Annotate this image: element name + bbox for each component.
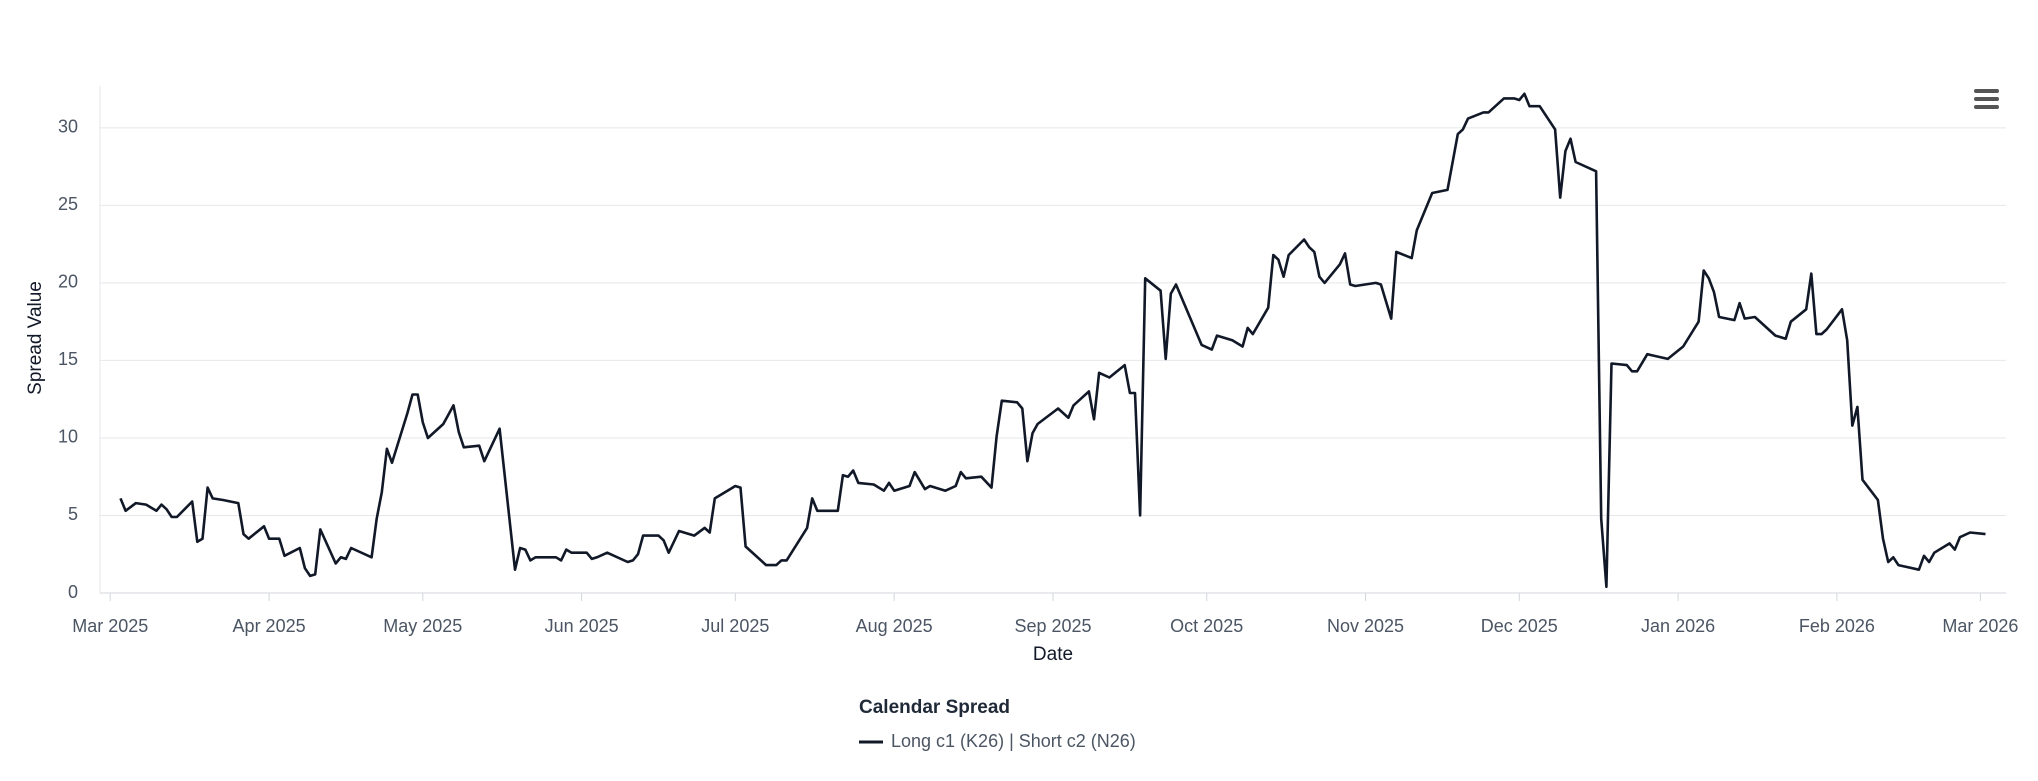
x-tick-label: Jul 2025 — [701, 616, 769, 636]
x-tick-label: Mar 2026 — [1942, 616, 2018, 636]
menu-bar — [1974, 97, 1999, 101]
y-tick-label: 20 — [58, 272, 78, 292]
menu-icon[interactable] — [1974, 89, 1999, 109]
y-axis-title: Spread Value — [25, 281, 46, 395]
x-tick-label: Dec 2025 — [1481, 616, 1558, 636]
x-tick-label: Jun 2025 — [545, 616, 619, 636]
x-tick-label: Jan 2026 — [1641, 616, 1715, 636]
menu-bar — [1974, 105, 1999, 109]
y-tick-label: 30 — [58, 117, 78, 137]
series-line — [119, 92, 1986, 589]
x-tick-label: Apr 2025 — [233, 616, 306, 636]
y-tick-label: 15 — [58, 349, 78, 369]
x-tick-label: Aug 2025 — [856, 616, 933, 636]
x-tick-label: Sep 2025 — [1014, 616, 1091, 636]
menu-bar — [1974, 89, 1999, 93]
x-tick-label: May 2025 — [383, 616, 462, 636]
x-tick-label: Mar 2025 — [72, 616, 148, 636]
y-tick-label: 0 — [68, 582, 78, 602]
y-tick-label: 10 — [58, 427, 78, 447]
y-tick-label: 25 — [58, 194, 78, 214]
legend-title: Calendar Spread — [859, 697, 1010, 718]
x-axis-title: Date — [1033, 644, 1073, 665]
x-tick-label: Nov 2025 — [1327, 616, 1404, 636]
y-tick-label: 5 — [68, 504, 78, 524]
x-tick-label: Oct 2025 — [1170, 616, 1243, 636]
x-tick-label: Feb 2026 — [1799, 616, 1875, 636]
legend-label: Long c1 (K26) | Short c2 (N26) — [891, 731, 1136, 751]
